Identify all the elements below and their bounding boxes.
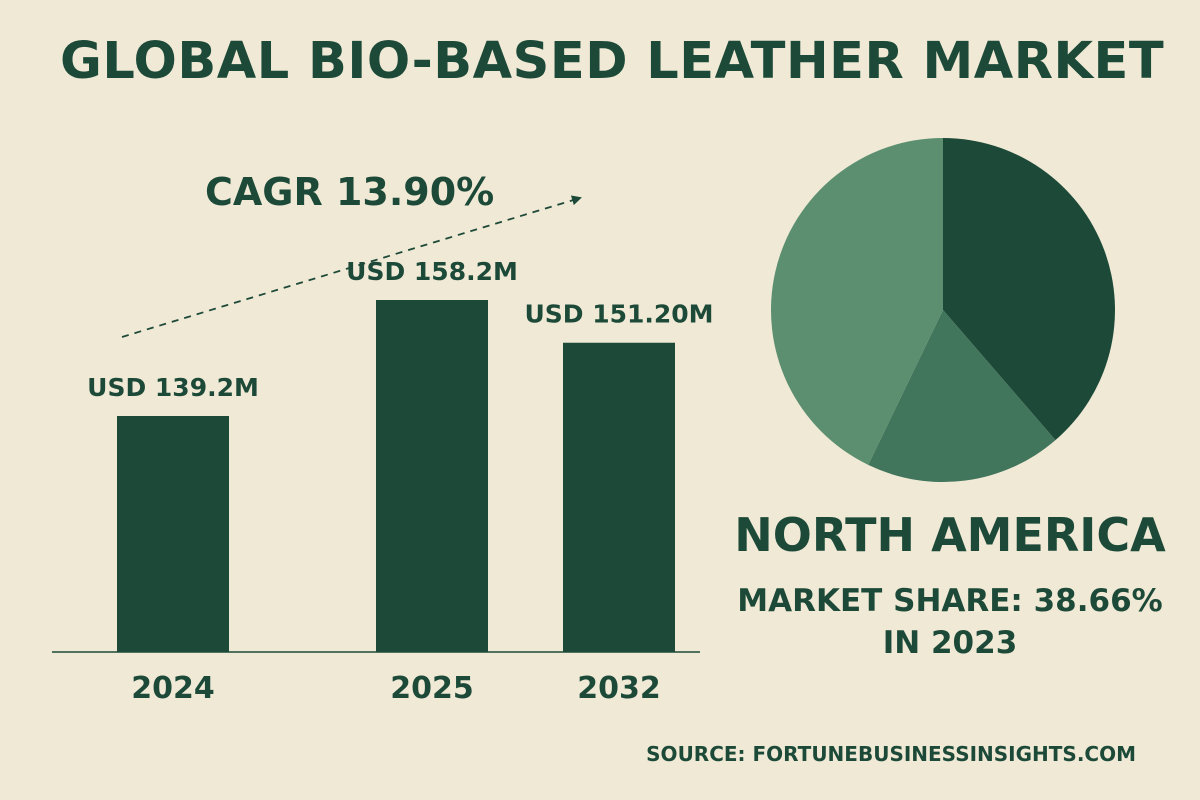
pie-slice-1 (943, 138, 1116, 441)
x-tick-label: 2032 (577, 671, 661, 706)
bar-2024 (117, 416, 229, 652)
bar-2032 (563, 342, 675, 652)
bar-value-label: USD 139.2M (87, 373, 259, 402)
bar-2025 (376, 300, 488, 652)
market-share-year: IN 2023 (882, 625, 1018, 661)
pie-slice-2 (868, 310, 1056, 483)
cagr-trend-arrow (121, 195, 582, 338)
cagr-annotation: CAGR 13.90% (205, 170, 494, 214)
x-tick-label: 2025 (390, 671, 474, 706)
bar-value-label: USD 151.20M (524, 300, 713, 329)
bar-chart: USD 139.2M 2024 USD 158.2M 2025 USD 151.20M 2… (52, 170, 714, 706)
region-name: NORTH AMERICA (734, 508, 1166, 562)
source-citation: SOURCE: FORTUNEBUSINESSINSIGHTS.COM (646, 742, 1136, 766)
pie-chart (770, 138, 1116, 483)
pie-slice-3 (770, 138, 943, 465)
page-title: GLOBAL BIO-BASED LEATHER MARKET (60, 32, 1165, 91)
bar-value-label: USD 158.2M (346, 257, 518, 286)
market-share-label: MARKET SHARE: 38.66% (737, 583, 1163, 619)
x-tick-label: 2024 (131, 671, 215, 706)
